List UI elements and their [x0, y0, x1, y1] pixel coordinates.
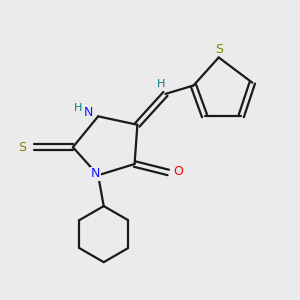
Text: N: N [91, 167, 100, 180]
Text: S: S [18, 141, 26, 154]
Text: N: N [84, 106, 93, 118]
Text: S: S [215, 43, 223, 56]
Text: H: H [157, 79, 165, 89]
Text: H: H [74, 103, 82, 113]
Text: O: O [173, 164, 183, 178]
